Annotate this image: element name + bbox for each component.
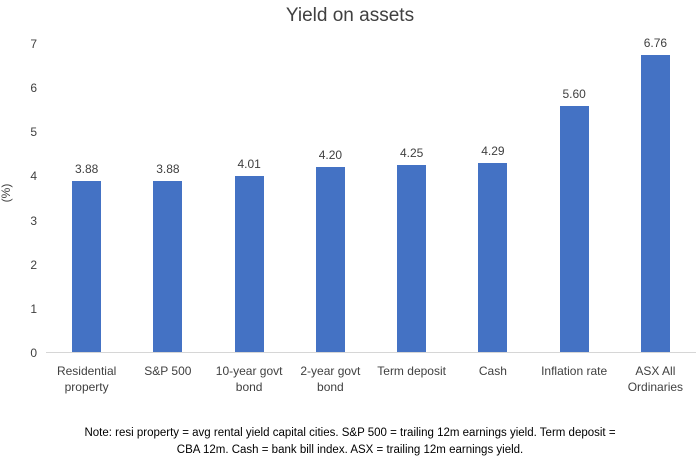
category-label: Inflation rate bbox=[541, 364, 608, 378]
bar-1: 3.88 bbox=[72, 162, 102, 352]
bar-4: 4.20 bbox=[315, 148, 345, 352]
bar-value-label: 4.20 bbox=[318, 148, 343, 163]
bar-value-label: 4.01 bbox=[237, 156, 261, 171]
bar-value-label: 4.25 bbox=[399, 146, 424, 160]
bar-value-label: 6.76 bbox=[643, 35, 668, 50]
bar-slot: 4.20 bbox=[290, 44, 371, 352]
plot-area: 3.88 3.88 4.01 4.20 4.25 4.29 5.60 6.76 bbox=[46, 36, 696, 353]
bar-slot: 4.29 bbox=[452, 44, 533, 352]
category-label: Cash bbox=[478, 364, 507, 378]
category-label: S&P 500 bbox=[144, 364, 192, 378]
y-tick-label: 7 bbox=[30, 37, 37, 51]
bar-slot: 5.60 bbox=[534, 44, 615, 352]
y-tick-label: 5 bbox=[30, 125, 37, 140]
bar-value-label: 5.60 bbox=[562, 86, 586, 101]
bar-value-label: 4.29 bbox=[481, 144, 505, 159]
bar-8: 6.76 bbox=[640, 36, 670, 352]
footnote-line-1: Note: resi property = avg rental yield c… bbox=[84, 427, 616, 439]
bar-5: 4.25 bbox=[397, 146, 427, 352]
chart-footnote: Note: resi property = avg rental yield c… bbox=[50, 425, 650, 458]
category-label: 2-year govt bond bbox=[300, 364, 361, 395]
footnote-line-2: CBA 12m. Cash = bank bill index. ASX = t… bbox=[176, 443, 524, 456]
y-axis-ticks: 0 1 2 3 4 5 6 7 bbox=[0, 38, 37, 359]
y-tick-label: 0 bbox=[30, 346, 37, 360]
bar-value-label: 3.88 bbox=[156, 162, 180, 177]
x-axis-category-labels: Residential property S&P 500 10-year govt … bbox=[46, 363, 696, 395]
bar-slot: 4.01 bbox=[209, 44, 290, 352]
bar-3: 4.01 bbox=[234, 157, 264, 352]
category-label: ASX All Ordinaries bbox=[627, 364, 684, 395]
bar-6: 4.29 bbox=[478, 144, 508, 352]
bar-2: 3.88 bbox=[153, 162, 183, 352]
chart-title: Yield on assets bbox=[285, 5, 415, 26]
y-tick-label: 6 bbox=[30, 81, 37, 96]
y-tick-label: 3 bbox=[30, 213, 37, 228]
bar-value-label: 3.88 bbox=[74, 162, 99, 177]
category-label: Term deposit bbox=[377, 364, 446, 378]
bar-slot: 6.76 bbox=[615, 36, 696, 352]
bar-slot: 3.88 bbox=[46, 44, 127, 352]
bar-7: 5.60 bbox=[559, 87, 589, 352]
bar-slot: 4.25 bbox=[371, 44, 452, 352]
y-tick-label: 4 bbox=[30, 169, 37, 184]
y-tick-label: 1 bbox=[30, 301, 37, 316]
category-label: 10-year govt bond bbox=[215, 364, 283, 395]
category-label: Residential property bbox=[56, 364, 117, 395]
bar-slot: 3.88 bbox=[127, 44, 208, 352]
y-tick-label: 2 bbox=[30, 257, 37, 272]
